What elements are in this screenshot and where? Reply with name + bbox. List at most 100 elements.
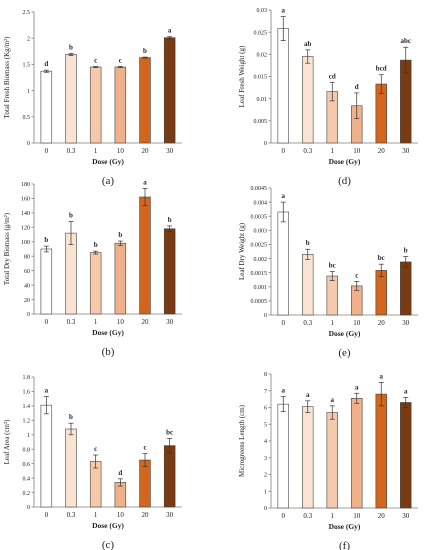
x-axis-title: Dose (Gy): [92, 157, 124, 166]
significance-letter: a: [404, 387, 408, 395]
chart-panel-0: 0 0.5 1 1.5 2 2.5 d 0 b 0.3 c 1 c 10 b 20 a 30 Dose (Gy) To…: [3, 10, 182, 187]
y-tick-label: 0.002: [254, 257, 268, 263]
y-tick-label: 1: [27, 433, 30, 439]
y-tick-label: 100: [21, 240, 30, 246]
y-tick-label: 7: [264, 389, 267, 395]
bar-1: [326, 275, 338, 316]
y-axis-title: Total Dry Biomass (g/m²): [3, 212, 11, 285]
chart-panel-2: 0 20 40 60 80 100 120 140 160 180 b 0 b 0.3 b 1 b 10 a 20 b 3…: [3, 178, 182, 358]
significance-letter: c: [94, 56, 97, 64]
y-tick-label: 0.03: [257, 8, 268, 14]
chart-panel-4: 0 0.2 0.4 0.6 0.8 1 1.2 1.4 1.6 1.8 a 0 b 0.3 c 1 d 10 c 20…: [3, 375, 182, 550]
bar-0: [40, 248, 53, 315]
y-tick-label: 60: [24, 269, 30, 275]
x-tick-label: 1: [331, 147, 335, 155]
y-tick-label: 0.5: [23, 115, 31, 121]
chart-panel-5: 0 1 2 3 4 5 6 7 8 a 0 a 0.3 a 1 a 10 a 20 a 30 Dose (Gy) Micro…: [238, 372, 418, 550]
x-tick-label: 30: [402, 512, 410, 520]
x-tick-label: 0.3: [67, 147, 76, 155]
x-tick-label: 10: [353, 319, 361, 327]
x-tick-label: 30: [166, 147, 174, 155]
panel-label: (e): [338, 347, 351, 359]
y-tick-label: 0.0035: [251, 214, 268, 220]
significance-letter: b: [306, 239, 310, 247]
x-tick-label: 0: [282, 319, 286, 327]
significance-letter: a: [331, 396, 335, 404]
significance-letter: a: [143, 178, 147, 186]
y-tick-label: 2: [264, 473, 267, 479]
x-tick-label: 0.3: [303, 147, 312, 155]
significance-letter: b: [118, 231, 122, 239]
y-tick-label: 0.025: [254, 30, 268, 36]
y-tick-label: 0.001: [254, 285, 268, 291]
y-tick-label: 180: [21, 182, 30, 188]
bar-0.3: [302, 406, 314, 509]
y-tick-label: 0.6: [23, 462, 31, 468]
x-tick-label: 1: [331, 319, 335, 327]
x-axis-title: Dose (Gy): [329, 522, 361, 531]
bar-30: [163, 228, 176, 315]
significance-letter: a: [282, 192, 286, 200]
bar-0: [40, 404, 53, 508]
panel-label: (a): [102, 175, 115, 187]
y-axis-title: Leaf Area (cm²): [3, 419, 11, 465]
bar-0.3: [302, 254, 314, 316]
x-tick-label: 20: [378, 512, 386, 520]
x-tick-label: 30: [166, 318, 174, 326]
y-tick-label: 2.5: [23, 10, 31, 16]
significance-letter: bc: [329, 262, 336, 270]
significance-letter: ab: [304, 40, 312, 48]
bar-0: [277, 403, 289, 509]
y-axis-title: Leaf Dry Weight (g): [238, 222, 246, 280]
x-tick-label: 0: [45, 147, 49, 155]
significance-letter: b: [69, 212, 73, 220]
x-tick-label: 0.3: [303, 512, 312, 520]
x-tick-label: 10: [353, 147, 361, 155]
y-tick-label: 120: [21, 226, 30, 232]
y-tick-label: 80: [24, 254, 30, 260]
significance-letter: cd: [329, 72, 336, 80]
x-tick-label: 10: [117, 511, 125, 519]
x-tick-label: 0.3: [303, 319, 312, 327]
significance-letter: a: [282, 7, 286, 15]
bar-1: [89, 66, 102, 144]
bar-20: [139, 57, 151, 144]
significance-letter: a: [355, 383, 359, 391]
panel-label: (d): [338, 175, 351, 187]
x-tick-label: 1: [331, 512, 335, 520]
y-tick-label: 1.6: [23, 390, 31, 396]
y-tick-label: 3: [264, 456, 267, 462]
bar-10: [351, 397, 363, 509]
y-tick-label: 1.8: [23, 375, 31, 381]
bar-0.3: [65, 54, 77, 144]
y-tick-label: 0: [264, 506, 267, 512]
bar-0: [277, 28, 289, 144]
y-axis-title: Leaf Fresh Weight (g): [238, 45, 246, 107]
bar-30: [400, 402, 412, 509]
x-tick-label: 10: [117, 147, 125, 155]
y-tick-label: 8: [264, 372, 267, 378]
chart-panel-3: 0 0.0005 0.001 0.0015 0.002 0.0025 0.003 0.0035…: [238, 186, 418, 359]
x-tick-label: 20: [378, 319, 386, 327]
significance-letter: a: [306, 391, 310, 399]
y-tick-label: 0.004: [254, 200, 268, 206]
significance-letter: bc: [378, 254, 385, 262]
panel-label: (b): [102, 346, 115, 358]
x-tick-label: 0: [45, 318, 49, 326]
bar-0: [277, 211, 289, 316]
significance-letter: d: [44, 60, 48, 68]
y-tick-label: 1.4: [23, 404, 31, 410]
y-tick-label: 0.2: [23, 491, 31, 497]
significance-letter: b: [143, 47, 147, 55]
bar-10: [114, 242, 127, 315]
x-tick-label: 30: [402, 147, 410, 155]
x-tick-label: 0.3: [67, 318, 76, 326]
y-tick-label: 0: [264, 313, 267, 319]
y-tick-label: 0.01: [257, 97, 268, 103]
y-axis-title: Microgreens Length (cm): [238, 404, 246, 477]
x-tick-label: 30: [402, 319, 410, 327]
significance-letter: bc: [166, 428, 173, 436]
y-tick-label: 1.2: [23, 419, 31, 425]
x-tick-label: 10: [353, 512, 361, 520]
